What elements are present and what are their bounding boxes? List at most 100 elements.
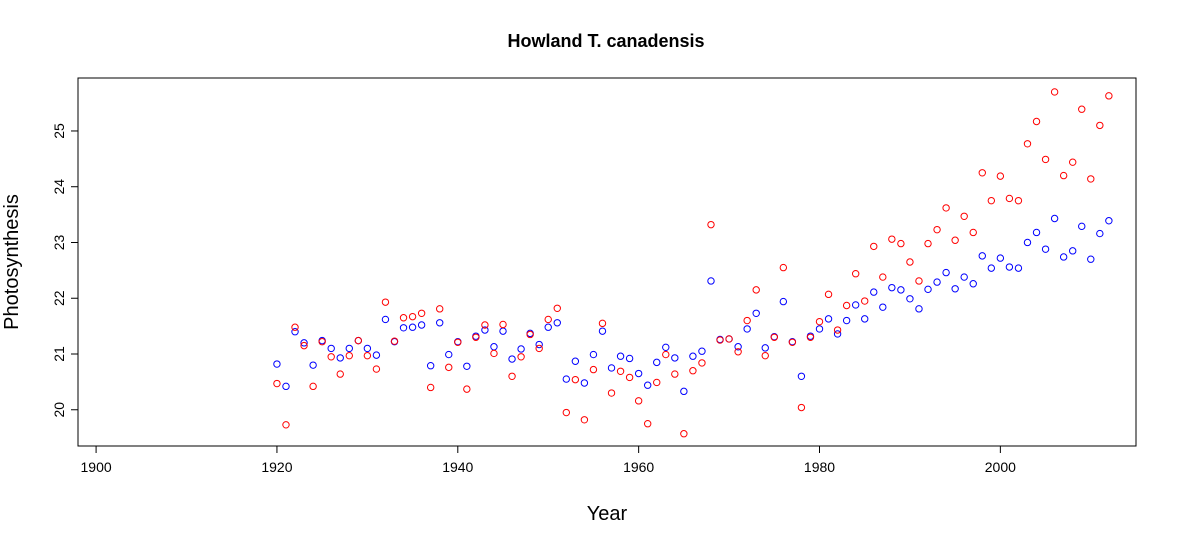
data-point xyxy=(291,323,299,331)
data-point xyxy=(707,277,715,285)
data-point xyxy=(499,327,507,335)
data-point xyxy=(454,338,462,346)
data-point xyxy=(544,323,552,331)
data-point xyxy=(291,327,299,336)
data-point xyxy=(607,364,616,372)
data-point xyxy=(1078,222,1086,231)
data-point xyxy=(363,344,372,353)
data-point xyxy=(734,343,742,351)
data-point xyxy=(282,421,290,429)
data-point xyxy=(490,343,498,351)
data-point xyxy=(535,344,543,353)
data-point xyxy=(879,303,887,311)
data-point xyxy=(1032,228,1041,237)
data-point xyxy=(436,319,444,327)
data-point xyxy=(969,228,977,237)
data-point xyxy=(336,354,344,362)
x-axis-label: Year xyxy=(587,503,628,525)
data-point xyxy=(589,365,598,374)
data-point xyxy=(888,235,896,243)
data-point xyxy=(861,315,869,323)
data-point xyxy=(1087,175,1095,183)
data-point xyxy=(897,239,905,248)
data-point xyxy=(870,242,878,251)
data-point xyxy=(698,359,706,367)
data-point xyxy=(987,264,996,272)
data-point xyxy=(426,383,435,392)
data-point xyxy=(472,333,480,341)
data-point xyxy=(915,305,923,313)
data-point xyxy=(888,283,896,292)
data-point xyxy=(616,367,625,375)
data-point xyxy=(562,375,571,383)
data-point xyxy=(861,297,869,305)
data-point xyxy=(309,382,317,391)
data-point xyxy=(662,350,670,359)
data-point xyxy=(897,286,905,294)
data-point xyxy=(707,220,715,229)
data-point xyxy=(426,362,435,370)
data-point xyxy=(282,382,290,391)
data-point xyxy=(752,309,760,317)
data-point xyxy=(761,351,769,360)
data-point xyxy=(1050,88,1059,96)
data-point xyxy=(833,326,842,334)
data-point xyxy=(680,430,688,438)
data-point xyxy=(752,286,760,294)
data-point xyxy=(1096,229,1104,238)
data-point xyxy=(481,326,489,334)
y-tick-label: 23 xyxy=(51,234,67,250)
data-point xyxy=(942,268,950,277)
data-point xyxy=(616,352,625,360)
data-point xyxy=(408,323,417,331)
data-point xyxy=(417,321,426,329)
data-point xyxy=(390,337,399,345)
data-point xyxy=(987,196,996,205)
data-point xyxy=(779,297,788,306)
data-point xyxy=(490,349,498,358)
data-point xyxy=(1050,214,1059,223)
data-point xyxy=(634,369,643,378)
data-point xyxy=(381,298,390,306)
data-point xyxy=(643,419,652,428)
data-point xyxy=(824,290,833,299)
data-point xyxy=(1023,238,1032,247)
data-point xyxy=(309,361,317,369)
data-point xyxy=(906,295,914,303)
data-point xyxy=(960,273,968,281)
data-points xyxy=(273,88,1113,438)
data-point xyxy=(1105,217,1113,225)
data-point xyxy=(526,330,534,339)
data-point xyxy=(625,354,634,363)
x-tick-label: 1980 xyxy=(804,459,835,475)
data-point xyxy=(580,416,589,424)
data-point xyxy=(571,375,580,384)
data-point xyxy=(1069,158,1077,166)
data-point xyxy=(1059,253,1068,261)
data-point xyxy=(653,378,661,387)
data-point xyxy=(300,339,308,347)
data-point xyxy=(915,277,923,285)
data-point xyxy=(445,363,453,372)
data-point xyxy=(842,316,851,325)
chart-title: Howland T. canadensis xyxy=(507,31,704,51)
x-tick-label: 1920 xyxy=(261,459,292,475)
data-point xyxy=(544,315,552,324)
data-point xyxy=(481,321,489,329)
data-point xyxy=(517,353,525,361)
data-point xyxy=(842,301,851,310)
data-point xyxy=(445,350,453,359)
data-point xyxy=(553,304,561,312)
data-point xyxy=(300,341,308,350)
data-point xyxy=(1023,140,1032,148)
data-point xyxy=(933,278,941,286)
data-point xyxy=(318,338,326,346)
data-point xyxy=(978,169,986,177)
data-point xyxy=(951,236,959,244)
data-point xyxy=(625,373,634,382)
y-axis: 20 21 22 23 24 25 xyxy=(51,123,79,418)
data-point xyxy=(589,350,598,359)
data-point xyxy=(553,319,561,327)
data-point xyxy=(851,270,860,278)
